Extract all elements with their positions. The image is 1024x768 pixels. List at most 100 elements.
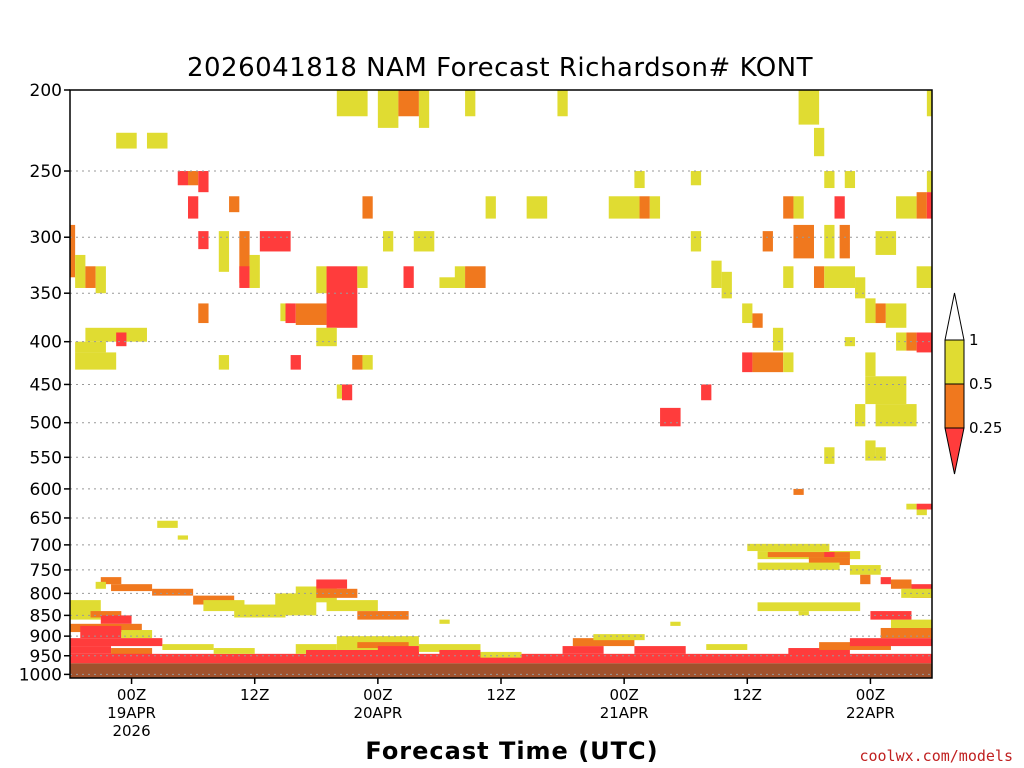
- ri-cell: [239, 231, 250, 283]
- x-tick-label: 12Z: [486, 686, 515, 704]
- ri-cell: [752, 313, 763, 328]
- ri-cell: [706, 644, 748, 650]
- ri-cell: [824, 266, 856, 288]
- x-tick-label: 22APR: [846, 704, 895, 722]
- y-tick-label: 950: [30, 647, 62, 667]
- ri-cell: [767, 552, 850, 558]
- ri-cell: [382, 231, 394, 252]
- ri-cell: [316, 588, 358, 598]
- legend-label: 0.5: [969, 375, 993, 393]
- ri-cell: [916, 192, 927, 219]
- legend-swatch-orange: [944, 383, 965, 429]
- ri-cell: [249, 254, 260, 288]
- ri-cell: [926, 171, 932, 193]
- ri-cell: [752, 352, 784, 373]
- ri-cell: [526, 196, 548, 219]
- ri-cell: [203, 600, 245, 612]
- ri-cell: [157, 520, 178, 528]
- ri-cell: [259, 231, 291, 252]
- ri-cell: [721, 271, 732, 299]
- ri-cell: [218, 355, 230, 370]
- ri-cell: [162, 644, 214, 650]
- ri-cell: [413, 231, 435, 252]
- ri-cell: [649, 196, 661, 219]
- ri-cell: [285, 303, 296, 324]
- legend-label: 1: [969, 331, 979, 349]
- y-tick-label: 900: [30, 627, 62, 647]
- x-tick-label: 2026: [112, 722, 150, 740]
- ri-cell: [188, 171, 199, 186]
- ri-cell: [824, 447, 835, 464]
- ri-cell: [926, 90, 932, 117]
- ri-cell: [295, 644, 337, 654]
- ri-cell: [90, 611, 122, 618]
- ri-cell: [670, 621, 681, 626]
- ri-cell: [116, 332, 127, 347]
- ri-cell: [465, 90, 476, 117]
- ri-cell: [357, 642, 409, 649]
- credit-text: coolwx.com/models: [859, 747, 1013, 765]
- ri-cell: [485, 196, 496, 219]
- ri-cell: [844, 171, 856, 189]
- ri-cell: [70, 646, 112, 654]
- ri-cell: [316, 579, 348, 589]
- ri-cell: [772, 327, 784, 351]
- ri-cell: [70, 224, 76, 278]
- ri-cell: [95, 581, 106, 589]
- legend-top-arrow: [944, 292, 965, 341]
- ri-cell: [916, 332, 932, 353]
- ri-cell: [875, 231, 897, 255]
- ri-cell: [234, 604, 286, 618]
- ri-cell: [870, 611, 912, 620]
- ri-cell: [290, 355, 301, 370]
- ri-cell: [906, 503, 917, 510]
- x-tick-label: 20APR: [353, 704, 402, 722]
- ri-cell: [398, 90, 419, 117]
- y-tick-label: 400: [30, 333, 62, 353]
- ri-cell: [855, 404, 866, 427]
- ri-cell: [326, 266, 358, 328]
- ri-cell: [193, 595, 235, 605]
- ri-cell: [834, 196, 845, 219]
- ri-cell: [198, 303, 209, 324]
- ri-cell: [793, 488, 804, 495]
- ri-cell: [111, 648, 153, 656]
- ri-cell: [85, 266, 96, 288]
- ri-cell: [916, 503, 932, 510]
- ri-cell: [239, 266, 250, 288]
- x-tick-label: 12Z: [733, 686, 762, 704]
- ri-cell: [198, 171, 209, 193]
- ri-cell: [70, 638, 163, 647]
- ri-cell: [177, 535, 189, 540]
- ri-cell: [793, 196, 804, 219]
- ri-cell: [418, 90, 430, 128]
- ri-cell: [885, 303, 907, 328]
- ri-cell: [572, 638, 635, 647]
- ri-cell: [701, 384, 712, 401]
- ri-cell: [690, 231, 702, 252]
- ri-cell: [100, 577, 122, 585]
- ri-cell: [783, 196, 794, 219]
- y-tick-label: 800: [30, 584, 62, 604]
- y-tick-label: 250: [30, 162, 62, 182]
- ri-cell: [111, 584, 153, 592]
- ri-cell: [316, 327, 337, 347]
- ri-cell: [926, 192, 932, 219]
- legend-label: 0.25: [969, 419, 1002, 437]
- ri-cell: [218, 231, 230, 272]
- chart-title: 2026041818 NAM Forecast Richardson# KONT: [187, 53, 813, 83]
- ri-cell: [177, 171, 189, 186]
- ri-cell: [855, 277, 866, 299]
- ri-cell: [326, 600, 378, 612]
- y-axis-ticks: 200 250 300 350 400 450 500 550 600 650 700 750 8008…: [19, 81, 70, 685]
- ri-cell: [890, 579, 912, 589]
- ri-cell: [711, 260, 722, 288]
- ri-cell: [839, 224, 850, 259]
- ri-cell: [690, 171, 702, 186]
- ri-cell: [188, 196, 199, 219]
- y-tick-label: 350: [30, 284, 62, 304]
- ri-cell: [880, 577, 891, 585]
- ri-cell: [742, 352, 753, 373]
- ri-cell: [757, 602, 861, 612]
